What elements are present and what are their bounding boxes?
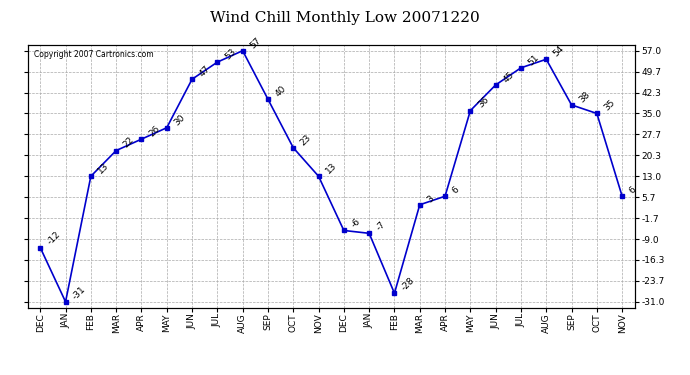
Text: Wind Chill Monthly Low 20071220: Wind Chill Monthly Low 20071220: [210, 11, 480, 25]
Text: 13: 13: [324, 161, 339, 176]
Text: -31: -31: [71, 284, 88, 301]
Text: -7: -7: [375, 220, 387, 232]
Text: 57: 57: [248, 35, 263, 50]
Text: 36: 36: [476, 95, 491, 110]
Text: 38: 38: [577, 90, 591, 104]
Text: 51: 51: [526, 53, 541, 67]
Text: Copyright 2007 Cartronics.com: Copyright 2007 Cartronics.com: [34, 50, 153, 59]
Text: 22: 22: [121, 135, 136, 150]
Text: 45: 45: [501, 70, 515, 84]
Text: 40: 40: [273, 84, 288, 98]
Text: -12: -12: [46, 230, 63, 247]
Text: 53: 53: [223, 47, 237, 62]
Text: 6: 6: [451, 185, 461, 195]
Text: 26: 26: [147, 124, 161, 138]
Text: 47: 47: [197, 64, 212, 78]
Text: 23: 23: [299, 132, 313, 147]
Text: -6: -6: [349, 217, 362, 229]
Text: 6: 6: [628, 185, 638, 195]
Text: 35: 35: [602, 98, 617, 113]
Text: 54: 54: [552, 44, 566, 58]
Text: 30: 30: [172, 112, 187, 127]
Text: -28: -28: [400, 276, 417, 292]
Text: 3: 3: [425, 194, 436, 204]
Text: 13: 13: [97, 161, 111, 176]
